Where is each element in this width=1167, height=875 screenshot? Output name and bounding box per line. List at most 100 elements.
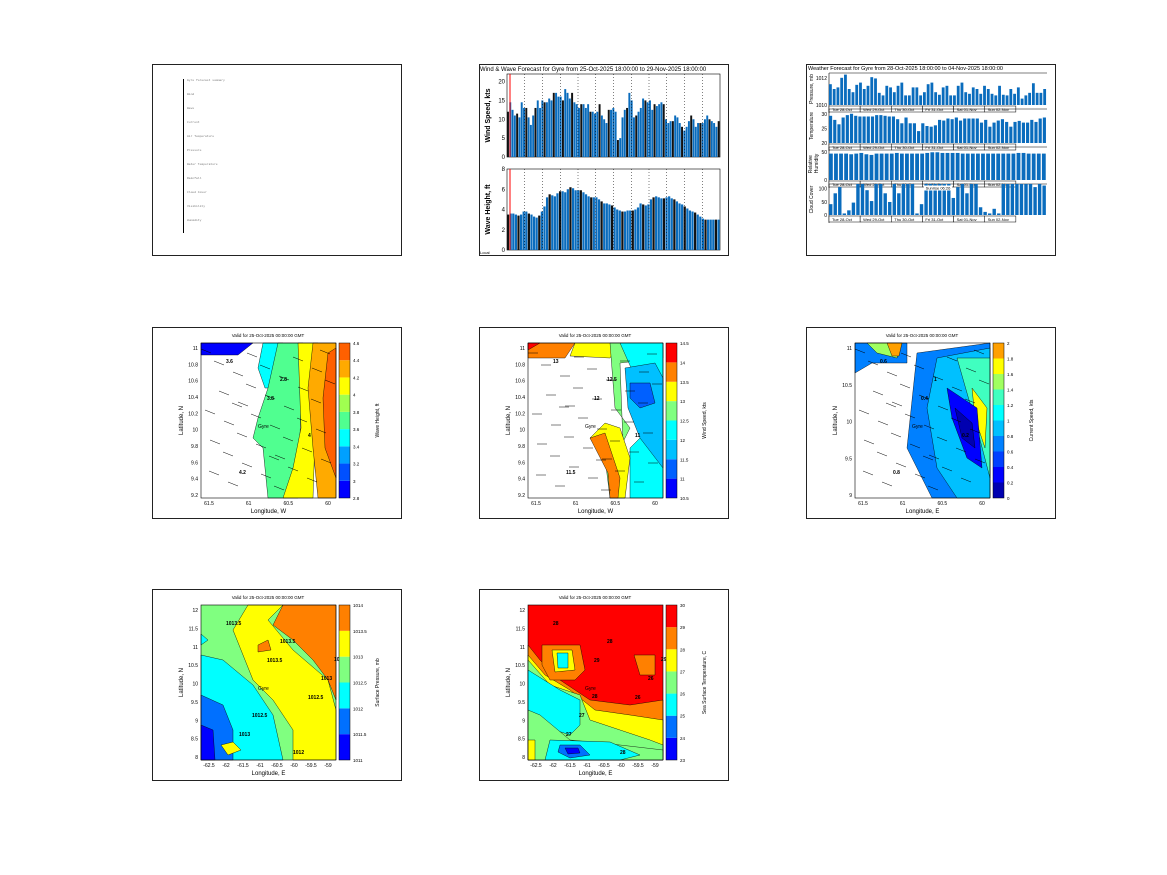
contour-label: 1013.5 — [280, 639, 296, 645]
vector-arrow — [890, 432, 902, 438]
bar — [925, 126, 929, 143]
bar — [969, 184, 974, 215]
bar — [566, 92, 569, 157]
bar — [616, 140, 619, 157]
vector-arrow — [973, 349, 985, 355]
bar — [901, 184, 906, 215]
x-tick-label: 61.5 — [204, 501, 214, 507]
colorbar-tick-label: 2 — [1007, 341, 1010, 346]
wind-map-panel: Valid for 25-Oct-2025 00:00:00 GMT 13 12 11… — [479, 327, 729, 519]
bar — [548, 194, 551, 250]
day-label: Wed 29-Oct — [863, 217, 885, 222]
day-label: Thu 30-Oct — [894, 107, 915, 112]
bar — [866, 85, 870, 105]
map-title: Valid for 25-Oct-2025 00:00:00 GMT — [232, 595, 305, 600]
bar — [945, 85, 949, 105]
bar — [715, 126, 718, 157]
y-tick-label: 8 — [502, 167, 506, 173]
bar — [717, 121, 720, 157]
vector-arrow — [913, 364, 925, 370]
y-tick-label: 50 — [821, 150, 827, 156]
bar — [649, 199, 653, 250]
bar — [996, 120, 1000, 143]
bar — [595, 197, 598, 250]
y-axis-label: Cloud Cover — [809, 185, 815, 213]
colorbar-label: Wind Speed, kts — [702, 402, 708, 439]
bar — [564, 89, 567, 157]
colorbar-tick-label: 1011.5 — [353, 732, 367, 737]
vector-arrow — [877, 420, 889, 426]
bar — [535, 217, 538, 250]
x-tick-label: 60.5 — [937, 501, 947, 507]
bar — [1016, 87, 1020, 105]
day-label: Sun 02-Nov — [988, 107, 1009, 112]
vector-arrow — [320, 458, 332, 464]
bar — [847, 89, 851, 105]
bar — [566, 189, 569, 250]
colorbar-tick-label: 28 — [680, 647, 686, 652]
bar — [671, 121, 674, 157]
day-label: Tue 28-Oct — [832, 217, 853, 222]
vector-arrow — [867, 360, 879, 366]
bar — [1038, 118, 1042, 143]
bar — [652, 197, 655, 250]
bar — [956, 85, 960, 105]
bar — [940, 152, 945, 180]
bar — [1021, 122, 1025, 143]
bar — [553, 196, 556, 250]
colorbar-tick-label: 11 — [680, 477, 685, 482]
bar — [854, 115, 858, 143]
contour-label: 29 — [661, 657, 667, 663]
vector-arrow — [922, 455, 934, 461]
vector-arrow — [319, 349, 331, 355]
bar — [655, 196, 658, 250]
vector-arrow — [862, 470, 874, 476]
bar — [556, 193, 559, 250]
bar — [987, 213, 992, 215]
colorbar-tick-label: 27 — [680, 669, 686, 674]
x-tick-label: 61.5 — [858, 501, 868, 507]
bar — [632, 117, 635, 157]
contour-label: 4.2 — [239, 470, 246, 476]
day-label: Tue 28-Oct — [832, 182, 853, 187]
vector-arrow — [886, 371, 898, 377]
y-tick-label: 10.2 — [515, 411, 525, 417]
colorbar-tick-label: 1012 — [353, 706, 364, 711]
y-tick-label: 10.4 — [515, 395, 525, 401]
bar — [866, 116, 870, 143]
day-label: Tue 28-Oct — [832, 107, 853, 112]
bar — [613, 207, 616, 250]
colorbar-tick-label: 24 — [680, 736, 686, 741]
vector-arrow — [209, 439, 221, 445]
bar — [607, 109, 610, 157]
bar — [888, 201, 892, 215]
colorbar-tick-label: 1 — [1007, 419, 1010, 424]
contour-label: 11.5 — [566, 470, 576, 476]
bar — [984, 119, 988, 143]
colorbar-segment — [666, 420, 677, 440]
bar — [1036, 153, 1041, 180]
bar — [845, 115, 849, 143]
bar — [1013, 121, 1017, 143]
bar — [964, 92, 968, 105]
wind-speed-map: Valid for 25-Oct-2025 00:00:00 GMT 13 12 11… — [506, 333, 708, 515]
bar — [945, 152, 950, 180]
colorbar-segment — [666, 693, 677, 716]
site-label: Gyre — [258, 686, 269, 692]
bar — [838, 187, 842, 215]
bar — [701, 218, 705, 250]
contour-label: 1013 — [321, 676, 332, 682]
colorbar-segment — [339, 630, 350, 657]
y-tick-label: 10 — [846, 420, 852, 426]
bar — [958, 120, 963, 143]
x-tick-label: -62.5 — [530, 763, 542, 769]
map-title: Valid for 25-Oct-2025 00:00:00 GMT — [559, 595, 632, 600]
colorbar-segment — [339, 394, 350, 412]
colorbar-segment — [339, 343, 350, 361]
colorbar-tick-label: 3.6 — [353, 427, 360, 432]
colorbar-tick-label: 0.8 — [1007, 434, 1014, 439]
vector-arrow — [315, 428, 327, 434]
colorbar-segment — [666, 459, 677, 479]
contour-label: 1012.5 — [252, 713, 268, 719]
contour-label: 28 — [592, 694, 598, 700]
